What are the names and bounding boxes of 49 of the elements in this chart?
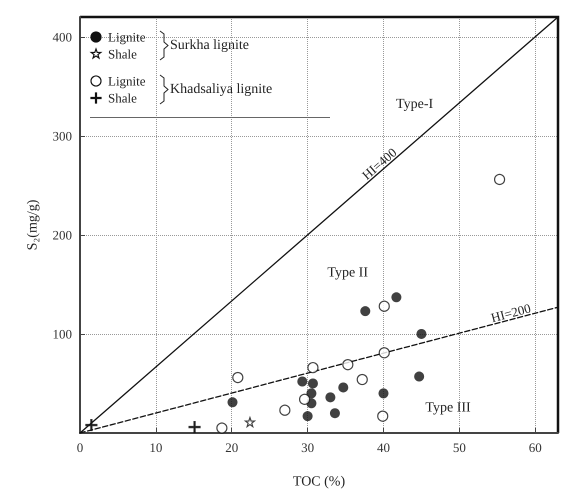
point bbox=[356, 374, 368, 386]
annotation: Surkha lignite bbox=[170, 38, 249, 53]
point bbox=[494, 174, 506, 186]
y-tick-label: 100 bbox=[52, 326, 72, 342]
point bbox=[297, 376, 308, 386]
point bbox=[330, 408, 340, 418]
x-tick-label: 30 bbox=[301, 440, 314, 455]
point bbox=[338, 382, 348, 392]
x-tick-label: 60 bbox=[528, 440, 542, 455]
y-axis-title: S₂(mg/g) bbox=[26, 199, 40, 250]
annotation: Type III bbox=[425, 400, 472, 416]
point bbox=[302, 411, 313, 422]
x-tick-label: 10 bbox=[149, 440, 162, 455]
point bbox=[416, 328, 426, 339]
point bbox=[244, 417, 256, 428]
annotation: HI=200 bbox=[489, 300, 532, 326]
point bbox=[85, 418, 98, 432]
point bbox=[378, 300, 390, 312]
annotation: Type-I bbox=[396, 96, 434, 112]
x-tick-label: 50 bbox=[452, 440, 466, 455]
x-tick-label: 0 bbox=[76, 440, 84, 455]
point bbox=[377, 410, 388, 422]
point bbox=[360, 306, 370, 316]
y-tick-label: 300 bbox=[52, 128, 72, 144]
point bbox=[298, 394, 310, 405]
legend-label: Shale bbox=[108, 90, 138, 106]
point bbox=[306, 388, 316, 398]
legend-label: Lignite bbox=[108, 30, 146, 44]
point bbox=[325, 392, 336, 402]
point bbox=[216, 422, 228, 434]
legend-label: Shale bbox=[108, 46, 138, 62]
point bbox=[232, 372, 244, 384]
point bbox=[308, 378, 318, 388]
y-tick-label: 200 bbox=[52, 227, 72, 242]
point bbox=[279, 404, 290, 416]
point bbox=[414, 372, 424, 382]
point bbox=[228, 397, 238, 408]
x-tick-label: 40 bbox=[376, 440, 390, 455]
legend-label: Lignite bbox=[108, 74, 146, 88]
annotation: Khadsaliya lignite bbox=[170, 82, 272, 97]
x-tick-label: 20 bbox=[225, 440, 238, 455]
point bbox=[378, 347, 390, 358]
x-axis-title: TOC (%) bbox=[292, 474, 346, 490]
annotation: Type II bbox=[327, 265, 368, 280]
point bbox=[391, 292, 402, 302]
point bbox=[378, 388, 388, 398]
point bbox=[307, 362, 319, 374]
y-tick-label: 400 bbox=[52, 29, 72, 44]
point bbox=[342, 359, 354, 370]
